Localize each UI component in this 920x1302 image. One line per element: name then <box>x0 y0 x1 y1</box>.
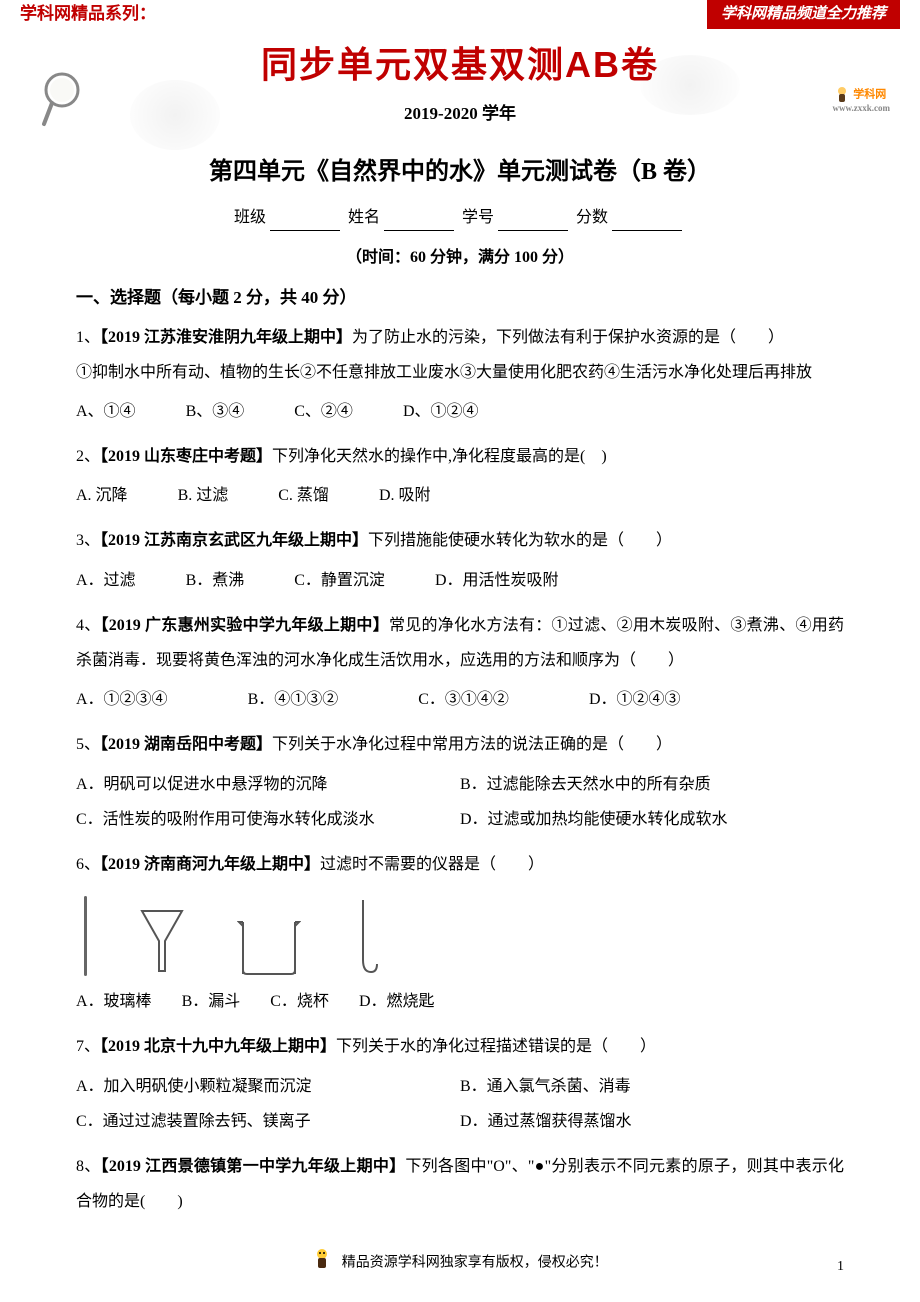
q5-tag: 【2019 湖南岳阳中考题】 <box>100 736 272 753</box>
site-logo: 学科网 www.zxxk.com <box>833 86 891 113</box>
content-area: 一、选择题（每小题 2 分，共 40 分） 1、【2019 江苏淮安淮阴九年级上… <box>0 284 920 1219</box>
q4-options: A．①②③④ B．④①③② C．③①④② D．①②④③ <box>76 682 844 717</box>
q2-opt-a[interactable]: A. 沉降 <box>76 478 128 513</box>
question-6: 6、【2019 济南商河九年级上期中】过滤时不需要的仪器是（ ） <box>76 847 844 1019</box>
q3-tag: 【2019 江苏南京玄武区九年级上期中】 <box>100 532 368 549</box>
q7-options: A．加入明矾使小颗粒凝聚而沉淀 B．通入氯气杀菌、消毒 C．通过过滤装置除去钙、… <box>76 1069 844 1139</box>
q5-opt-c[interactable]: C．活性炭的吸附作用可使海水转化成淡水 <box>76 802 460 837</box>
class-blank[interactable] <box>270 213 340 231</box>
series-label: 学科网精品系列： <box>20 0 156 27</box>
year-line: 2019-2020 学年 <box>0 100 920 127</box>
q5-num: 5、 <box>76 736 100 753</box>
question-7: 7、【2019 北京十九中九年级上期中】下列关于水的净化过程描述错误的是（ ） … <box>76 1029 844 1139</box>
q3-opt-d[interactable]: D．用活性炭吸附 <box>435 563 559 598</box>
q2-opt-d[interactable]: D. 吸附 <box>379 478 431 513</box>
q8-tag: 【2019 江西景德镇第一中学九年级上期中】 <box>101 1158 406 1175</box>
q4-opt-d[interactable]: D．①②④③ <box>589 682 681 717</box>
funnel-icon <box>137 906 187 976</box>
q4-tag: 【2019 广东惠州实验中学九年级上期中】 <box>101 617 389 634</box>
q4-opt-b[interactable]: B．④①③② <box>248 682 339 717</box>
q7-num: 7、 <box>76 1038 100 1055</box>
q6-opt-a[interactable]: A．玻璃棒 <box>76 984 152 1019</box>
q7-opt-c[interactable]: C．通过过滤装置除去钙、镁离子 <box>76 1104 460 1139</box>
q1-stem: 为了防止水的污染，下列做法有利于保护水资源的是（ ） <box>352 329 784 346</box>
q7-tag: 【2019 北京十九中九年级上期中】 <box>100 1038 336 1055</box>
question-3: 3、【2019 江苏南京玄武区九年级上期中】下列措施能使硬水转化为软水的是（ ）… <box>76 523 844 597</box>
q5-opt-b[interactable]: B．过滤能除去天然水中的所有杂质 <box>460 767 844 802</box>
q5-stem: 下列关于水净化过程中常用方法的说法正确的是（ ） <box>272 736 672 753</box>
q1-options: A、①④ B、③④ C、②④ D、①②④ <box>76 394 844 429</box>
q6-tag: 【2019 济南商河九年级上期中】 <box>100 856 320 873</box>
q2-opt-c[interactable]: C. 蒸馏 <box>278 478 329 513</box>
q1-opt-d[interactable]: D、①②④ <box>403 394 479 429</box>
q7-opt-d[interactable]: D．通过蒸馏获得蒸馏水 <box>460 1104 844 1139</box>
q5-options: A．明矾可以促进水中悬浮物的沉降 B．过滤能除去天然水中的所有杂质 C．活性炭的… <box>76 767 844 837</box>
q3-options: A．过滤 B．煮沸 C．静置沉淀 D．用活性炭吸附 <box>76 563 844 598</box>
q6-figures <box>84 894 844 976</box>
section-title: 一、选择题（每小题 2 分，共 40 分） <box>76 284 844 311</box>
top-bar: 学科网精品系列： 学科网精品频道全力推荐 <box>0 0 920 28</box>
page-number: 1 <box>837 1256 844 1278</box>
q6-opt-b[interactable]: B．漏斗 <box>182 984 241 1019</box>
class-label: 班级 <box>234 209 266 226</box>
q4-num: 4、 <box>76 617 101 634</box>
score-blank[interactable] <box>612 213 682 231</box>
promo-banner: 学科网精品频道全力推荐 <box>707 0 900 29</box>
spoon-icon <box>351 898 381 976</box>
q2-tag: 【2019 山东枣庄中考题】 <box>100 448 272 465</box>
q5-opt-a[interactable]: A．明矾可以促进水中悬浮物的沉降 <box>76 767 460 802</box>
question-4: 4、【2019 广东惠州实验中学九年级上期中】常见的净化水方法有：①过滤、②用木… <box>76 608 844 718</box>
score-label: 分数 <box>576 209 608 226</box>
question-1: 1、【2019 江苏淮安淮阴九年级上期中】为了防止水的污染，下列做法有利于保护水… <box>76 320 844 430</box>
id-blank[interactable] <box>498 213 568 231</box>
q7-opt-a[interactable]: A．加入明矾使小颗粒凝聚而沉淀 <box>76 1069 460 1104</box>
q5-opt-d[interactable]: D．过滤或加热均能使硬水转化成软水 <box>460 802 844 837</box>
question-2: 2、【2019 山东枣庄中考题】下列净化天然水的操作中,净化程度最高的是( ) … <box>76 439 844 513</box>
q7-opt-b[interactable]: B．通入氯气杀菌、消毒 <box>460 1069 844 1104</box>
name-blank[interactable] <box>384 213 454 231</box>
footer-text: 精品资源学科网独家享有版权，侵权必究！ <box>342 1255 608 1270</box>
id-label: 学号 <box>462 209 494 226</box>
q2-opt-b[interactable]: B. 过滤 <box>178 478 229 513</box>
name-label: 姓名 <box>348 209 380 226</box>
q2-options: A. 沉降 B. 过滤 C. 蒸馏 D. 吸附 <box>76 478 844 513</box>
main-title: 同步单元双基双测AB卷 <box>0 36 920 94</box>
logo-url: www.zxxk.com <box>833 104 891 113</box>
question-5: 5、【2019 湖南岳阳中考题】下列关于水净化过程中常用方法的说法正确的是（ ）… <box>76 727 844 837</box>
q1-opt-b[interactable]: B、③④ <box>186 394 245 429</box>
q1-opt-a[interactable]: A、①④ <box>76 394 136 429</box>
q1-tag: 【2019 江苏淮安淮阴九年级上期中】 <box>100 329 352 346</box>
q8-num: 8、 <box>76 1158 101 1175</box>
footer: 精品资源学科网独家享有版权，侵权必究！ <box>0 1248 920 1278</box>
glass-rod-icon <box>84 896 87 976</box>
question-8: 8、【2019 江西景德镇第一中学九年级上期中】下列各图中"O"、"●"分别表示… <box>76 1149 844 1219</box>
q6-options: A．玻璃棒 B．漏斗 C．烧杯 D．燃烧匙 <box>76 984 844 1019</box>
paper-title: 第四单元《自然界中的水》单元测试卷（B 卷） <box>0 153 920 191</box>
q3-opt-c[interactable]: C．静置沉淀 <box>294 563 385 598</box>
q4-opt-c[interactable]: C．③①④② <box>418 682 509 717</box>
q3-stem: 下列措施能使硬水转化为软水的是（ ） <box>368 532 672 549</box>
time-line: （时间：60 分钟，满分 100 分） <box>0 245 920 271</box>
q6-num: 6、 <box>76 856 100 873</box>
logo-text: 学科网 <box>853 89 886 101</box>
q3-num: 3、 <box>76 532 100 549</box>
q2-num: 2、 <box>76 448 100 465</box>
q6-stem: 过滤时不需要的仪器是（ ） <box>320 856 544 873</box>
q1-opt-c[interactable]: C、②④ <box>294 394 353 429</box>
q6-opt-c[interactable]: C．烧杯 <box>270 984 329 1019</box>
q4-opt-a[interactable]: A．①②③④ <box>76 682 168 717</box>
q3-opt-a[interactable]: A．过滤 <box>76 563 136 598</box>
q1-num: 1、 <box>76 329 100 346</box>
meta-line: 班级 姓名 学号 分数 <box>0 205 920 231</box>
q1-detail: ①抑制水中所有动、植物的生长②不任意排放工业废水③大量使用化肥农药④生活污水净化… <box>76 355 844 390</box>
q6-opt-d[interactable]: D．燃烧匙 <box>359 984 435 1019</box>
footer-icon <box>312 1248 332 1278</box>
q7-stem: 下列关于水的净化过程描述错误的是（ ） <box>336 1038 656 1055</box>
q2-stem: 下列净化天然水的操作中,净化程度最高的是( ) <box>272 448 607 465</box>
q3-opt-b[interactable]: B．煮沸 <box>186 563 245 598</box>
beaker-icon <box>237 916 301 976</box>
magnifier-icon <box>40 70 88 139</box>
